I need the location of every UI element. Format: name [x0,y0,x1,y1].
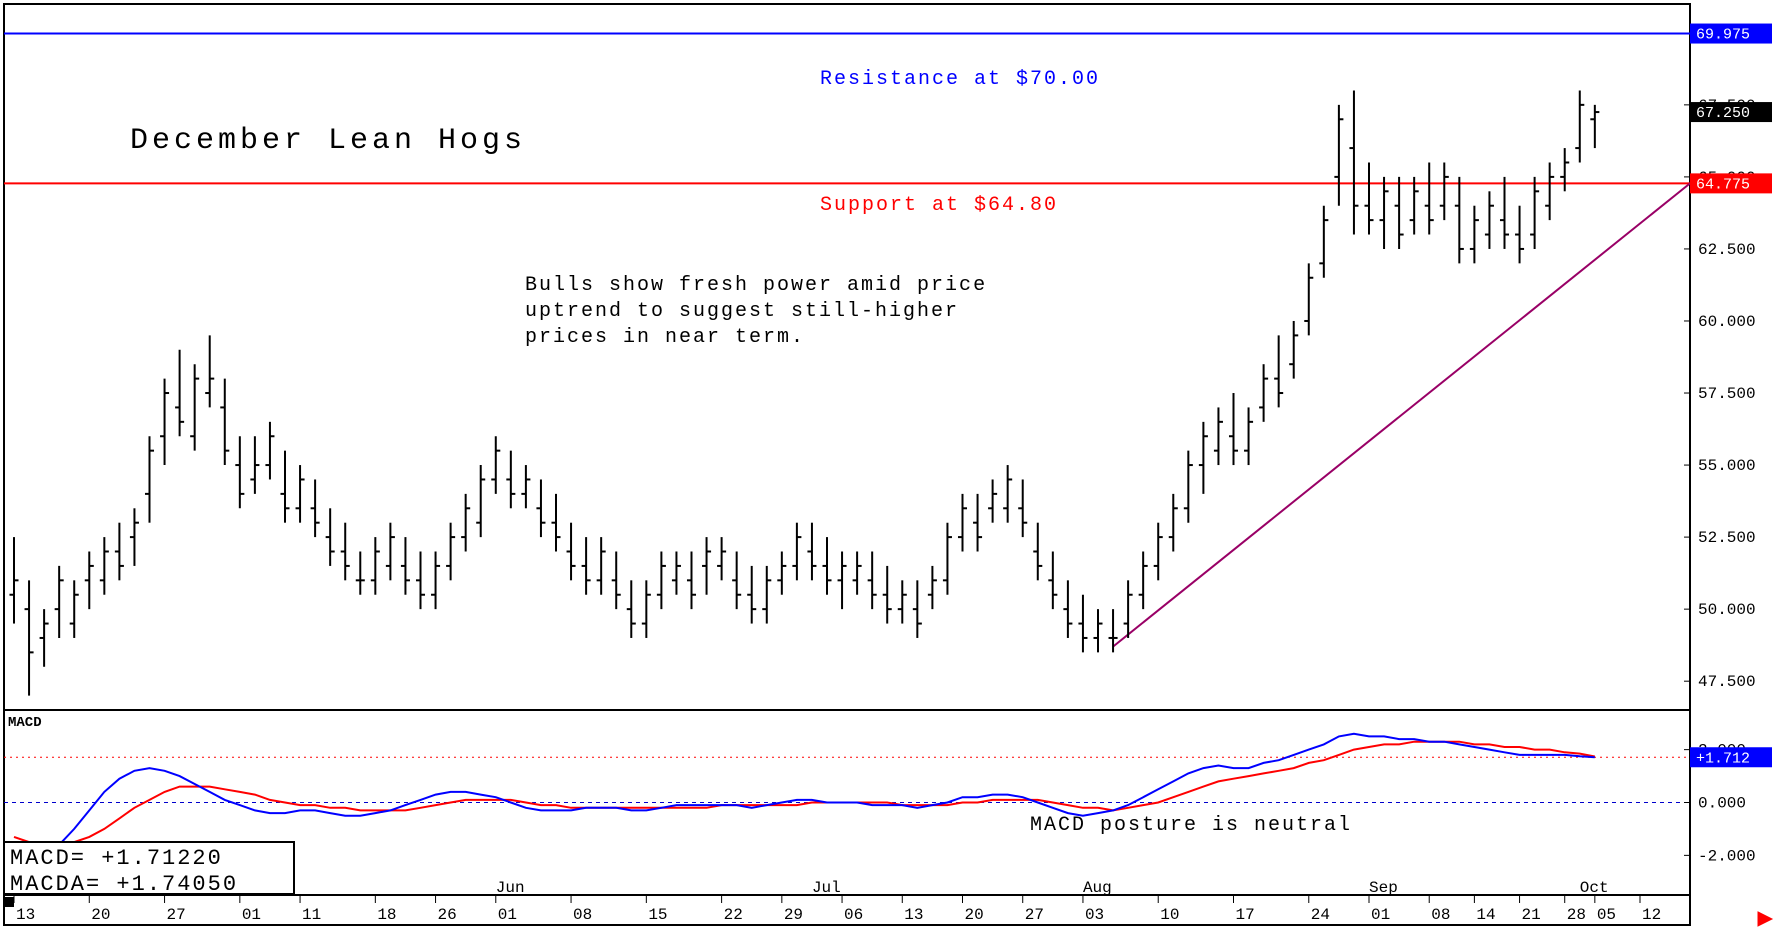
macd-readout-line: MACDA= +1.74050 [10,872,238,897]
x-tick-label: 01 [498,906,517,924]
svg-text:67.250: 67.250 [1696,105,1750,122]
price-tick-label: 52.500 [1698,529,1756,547]
macd-tick-label: 0.000 [1698,795,1746,813]
x-tick-label: 22 [724,906,743,924]
commentary-line: uptrend to suggest still-higher [525,300,959,323]
x-tick-label: 17 [1236,906,1255,924]
support-label: Support at $64.80 [820,194,1058,217]
x-tick-label: 03 [1085,906,1104,924]
price-tick-label: 50.000 [1698,601,1756,619]
price-panel[interactable] [4,4,1690,710]
commentary-line: Bulls show fresh power amid price [525,274,987,297]
macd-readout-line: MACD= +1.71220 [10,846,223,871]
price-tick-label: 57.500 [1698,385,1756,403]
chart-svg: 47.500 50.000 52.500 55.000 57.500 60.000 62.5… [0,0,1777,930]
x-tick-label: 20 [91,906,110,924]
price-tick-label: 47.500 [1698,673,1756,691]
x-tick-label: 01 [1371,906,1390,924]
x-tick-label: 01 [242,906,261,924]
macd-tick-label: -2.000 [1698,847,1756,865]
price-tick-label: 60.000 [1698,313,1756,331]
scroll-right-arrow-icon[interactable] [1758,912,1772,926]
chart-root: 47.500 50.000 52.500 55.000 57.500 60.000 62.5… [0,0,1777,930]
x-tick-label: 26 [438,906,457,924]
x-tick-label: 14 [1476,906,1495,924]
x-tick-label: 12 [1642,906,1661,924]
x-month-label: Sep [1369,879,1398,897]
macd-note: MACD posture is neutral [1030,814,1352,837]
x-month-label: Oct [1580,879,1609,897]
price-tick-label: 62.500 [1698,241,1756,259]
x-tick-label: 24 [1311,906,1330,924]
x-tick-label: 13 [904,906,923,924]
x-origin-marker [4,897,14,907]
x-tick-label: 10 [1160,906,1179,924]
price-tick-label: 55.000 [1698,457,1756,475]
x-tick-label: 13 [16,906,35,924]
svg-text:69.975: 69.975 [1696,27,1750,44]
x-tick-label: 27 [1025,906,1044,924]
svg-text:+1.712: +1.712 [1696,750,1750,767]
x-tick-label: 06 [844,906,863,924]
chart-title: December Lean Hogs [130,124,526,158]
x-tick-label: 11 [302,906,321,924]
macd-title: MACD [8,715,42,731]
x-tick-label: 15 [648,906,667,924]
x-tick-label: 08 [573,906,592,924]
x-tick-label: 20 [965,906,984,924]
x-month-label: Jun [496,879,525,897]
x-tick-label: 27 [167,906,186,924]
x-tick-label: 05 [1597,906,1616,924]
x-month-label: Aug [1083,879,1112,897]
svg-text:64.775: 64.775 [1696,176,1750,193]
commentary-line: prices in near term. [525,326,805,349]
x-tick-label: 21 [1522,906,1541,924]
x-tick-label: 18 [377,906,396,924]
x-tick-label: 29 [784,906,803,924]
x-tick-label: 28 [1567,906,1586,924]
resistance-label: Resistance at $70.00 [820,68,1100,91]
uptrend-line [1113,183,1690,646]
x-tick-label: 08 [1431,906,1450,924]
x-month-label: Jul [812,879,841,897]
